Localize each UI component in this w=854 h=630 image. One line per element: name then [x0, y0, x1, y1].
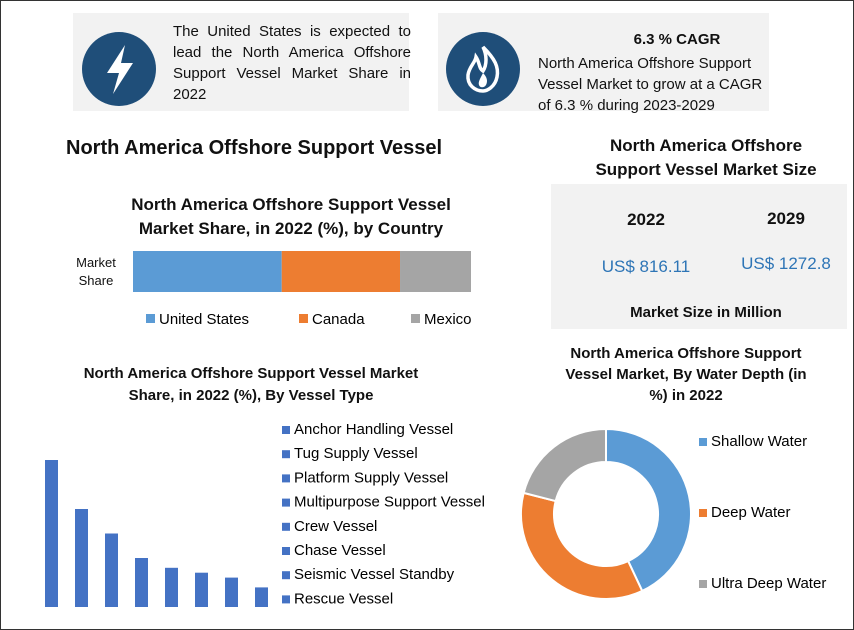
legend-label: Multipurpose Support Vessel: [294, 494, 485, 511]
legend-swatch: [411, 314, 420, 323]
legend-swatch: [282, 522, 290, 531]
legend-label: Platform Supply Vessel: [294, 469, 448, 486]
bar-segment: [133, 251, 282, 292]
chart-title: North America Offshore Support Vessel Ma…: [565, 345, 807, 404]
legend-swatch: [282, 426, 290, 434]
legend-swatch: [282, 498, 290, 507]
legend-swatch: [282, 547, 290, 555]
legend-label: Seismic Vessel Standby: [294, 566, 455, 583]
bar-segment: [400, 251, 471, 292]
bar: [255, 587, 268, 607]
legend-swatch: [699, 438, 707, 446]
legend-label: Rescue Vessel: [294, 590, 393, 607]
page-title: North America Offshore Support Vessel: [66, 137, 443, 159]
legend-swatch: [282, 595, 290, 604]
bar: [45, 460, 58, 607]
legend-swatch: [282, 571, 290, 580]
legend-label: United States: [159, 311, 249, 328]
year: 2022: [627, 210, 665, 229]
bar: [75, 509, 88, 607]
legend-swatch: [282, 474, 290, 483]
legend-label: Ultra Deep Water: [711, 575, 826, 592]
legend-swatch: [146, 314, 155, 323]
bar: [105, 533, 118, 607]
market-value: US$ 816.11: [601, 257, 691, 276]
legend-label: Crew Vessel: [294, 518, 377, 535]
flame-icon: [466, 45, 500, 93]
donut-slice: [520, 491, 644, 600]
legend-label: Mexico: [424, 311, 472, 328]
category-label: Market Share: [76, 255, 116, 288]
donut-slice: [522, 427, 607, 503]
bar-segment: [281, 251, 401, 292]
chart-title: North America Offshore Support Vessel Ma…: [83, 365, 419, 404]
card-text: The United States is expected to lead th…: [173, 23, 411, 103]
card-text: North America Offshore Support Vessel Ma…: [538, 55, 763, 114]
donut-slice: [605, 427, 692, 593]
legend-label: Shallow Water: [711, 433, 807, 450]
legend-label: Anchor Handling Vessel: [294, 421, 453, 438]
legend-label: Deep Water: [711, 504, 790, 521]
bar: [135, 558, 148, 607]
legend-label: Chase Vessel: [294, 542, 386, 559]
market-value: US$ 1272.8: [741, 254, 831, 273]
year: 2029: [767, 209, 805, 228]
legend-swatch: [699, 580, 707, 588]
market-size-footer: Market Size in Million: [630, 304, 782, 321]
legend-swatch: [699, 509, 707, 517]
legend-label: Tug Supply Vessel: [294, 445, 418, 462]
legend-label: Canada: [312, 311, 365, 328]
market-size-panel: [551, 184, 847, 329]
bar: [195, 572, 208, 607]
legend-swatch: [282, 450, 290, 459]
bar: [225, 577, 238, 607]
legend-swatch: [299, 314, 308, 323]
flame-icon: [478, 73, 487, 88]
bar: [165, 567, 178, 607]
card-title: 6.3 % CAGR: [633, 31, 721, 48]
market-size-title: North America Offshore Support Vessel Ma…: [595, 136, 817, 179]
lightning-icon: [107, 45, 133, 94]
chart-title: North America Offshore Support Vessel Ma…: [131, 195, 451, 238]
